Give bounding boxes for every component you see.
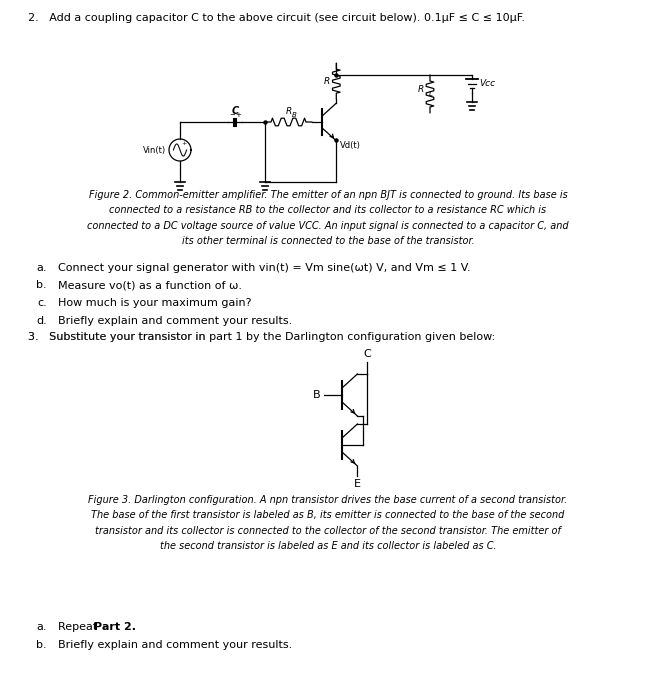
Text: b.: b. [36,640,47,650]
Text: How much is your maximum gain?: How much is your maximum gain? [58,298,252,308]
Text: R: R [285,107,292,116]
Text: R: R [324,76,330,85]
Text: Figure 2. Common-emitter amplifier. The emitter of an npn BJT is connected to gr: Figure 2. Common-emitter amplifier. The … [89,190,568,200]
Text: B: B [292,112,296,118]
Text: Figure 3. Darlington configuration. A npn transistor drives the base current of : Figure 3. Darlington configuration. A np… [89,495,568,505]
Text: a.: a. [37,622,47,632]
Text: +: + [235,112,240,118]
Text: c.: c. [37,298,47,308]
Text: B: B [312,390,320,400]
Text: d.: d. [36,316,47,326]
Text: 3.   Substitute your transistor in part 1 by the Darlington configuration given : 3. Substitute your transistor in part 1 … [28,332,495,342]
Text: Part 2.: Part 2. [95,622,137,632]
Text: Vin(t): Vin(t) [143,146,166,155]
Text: R: R [418,85,424,94]
Text: connected to a DC voltage source of value VCC. An input signal is connected to a: connected to a DC voltage source of valu… [87,220,569,231]
Text: E: E [354,479,361,489]
Text: −: − [229,112,235,118]
Text: Connect your signal generator with vin(t) = Vm sine(ωt) V, and Vm ≤ 1 V.: Connect your signal generator with vin(t… [58,263,470,273]
Text: Repeat: Repeat [58,622,101,632]
Text: the second transistor is labeled as E and its collector is labeled as C.: the second transistor is labeled as E an… [160,541,496,551]
Text: Briefly explain and comment your results.: Briefly explain and comment your results… [58,640,292,650]
Text: connected to a resistance RB to the collector and its collector to a resistance : connected to a resistance RB to the coll… [110,205,547,216]
Text: The base of the first transistor is labeled as B, its emitter is connected to th: The base of the first transistor is labe… [91,510,564,520]
Text: L: L [429,91,433,97]
Text: Briefly explain and comment your results.: Briefly explain and comment your results… [58,316,292,326]
Text: +: + [181,141,187,146]
Text: C: C [231,106,238,116]
Text: a.: a. [37,263,47,273]
Text: Vd(t): Vd(t) [340,141,361,150]
Text: 3.   Substitute your transistor in part 1 by the Darlington configuration given : 3. Substitute your transistor in part 1 … [28,332,495,342]
Text: b.: b. [36,281,47,290]
Text: 2.   Add a coupling capacitor C to the above circuit (see circuit below). 0.1μF : 2. Add a coupling capacitor C to the abo… [28,13,525,23]
Text: its other terminal is connected to the base of the transistor.: its other terminal is connected to the b… [181,236,474,246]
Text: Vcc: Vcc [479,78,495,88]
Text: Measure vo(t) as a function of ω.: Measure vo(t) as a function of ω. [58,281,242,290]
Text: 3.   Substitute your transistor in: 3. Substitute your transistor in [28,332,209,342]
Text: transistor and its collector is connected to the collector of the second transis: transistor and its collector is connecte… [95,526,561,536]
Text: C: C [363,349,371,359]
